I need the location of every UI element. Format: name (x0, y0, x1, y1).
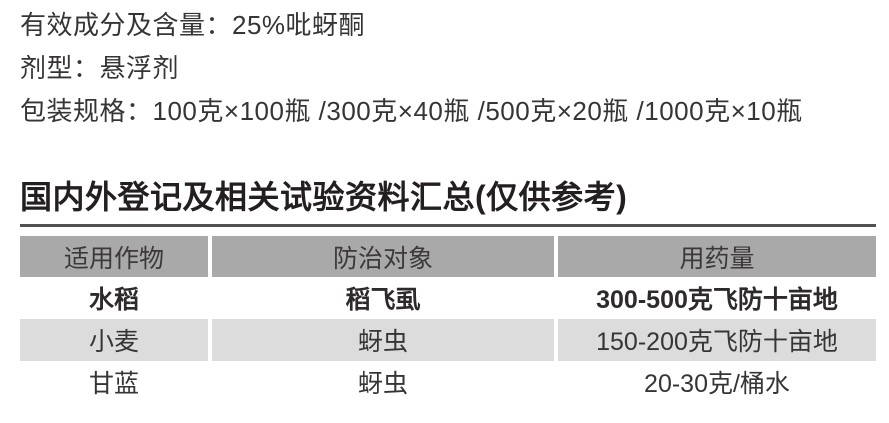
section-heading: 国内外登记及相关试验资料汇总(仅供参考) (20, 179, 628, 215)
formulation-line: 剂型：悬浮剂 (20, 53, 180, 83)
cell-dosage: 300-500克飞防十亩地 (558, 277, 876, 319)
cell-target: 蚜虫 (212, 361, 554, 403)
heading-rule (20, 224, 876, 227)
table-header-dosage: 用药量 (558, 236, 876, 277)
table-header-crop: 适用作物 (20, 236, 208, 277)
cell-crop: 水稻 (20, 277, 208, 319)
cell-target: 蚜虫 (212, 319, 554, 361)
product-info-block: 有效成分及含量：25%吡蚜酮 剂型：悬浮剂 包装规格：100克×100瓶 /30… (20, 4, 880, 133)
cell-dosage: 150-200克飞防十亩地 (558, 319, 876, 361)
cell-dosage: 20-30克/桶水 (558, 361, 876, 403)
cell-crop: 小麦 (20, 319, 208, 361)
active-ingredient-line: 有效成分及含量：25%吡蚜酮 (20, 10, 366, 40)
packaging-line: 包装规格：100克×100瓶 /300克×40瓶 /500克×20瓶 /1000… (20, 96, 803, 126)
cell-crop: 甘蓝 (20, 361, 208, 403)
cell-target: 稻飞虱 (212, 277, 554, 319)
registration-table: 适用作物 防治对象 用药量 水稻 稻飞虱 300-500克飞防十亩地 小麦 蚜虫… (20, 236, 876, 403)
table-header-target: 防治对象 (212, 236, 554, 277)
